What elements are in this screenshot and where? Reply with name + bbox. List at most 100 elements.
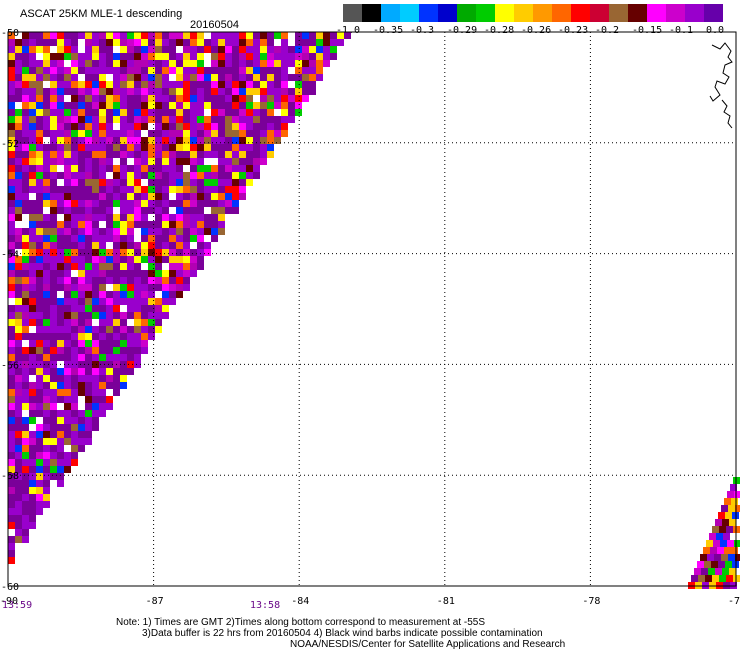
swath-cell	[190, 263, 197, 270]
swath-cell	[15, 256, 22, 263]
swath-cell	[120, 67, 127, 74]
swath-cell	[204, 46, 211, 53]
swath-cell	[85, 410, 92, 417]
swath-cell	[50, 95, 57, 102]
swath-cell	[309, 81, 316, 88]
swath-cell	[36, 88, 43, 95]
swath-cell	[15, 319, 22, 326]
swath-cell	[148, 284, 155, 291]
swath-cell	[232, 32, 239, 39]
swath-cell	[78, 130, 85, 137]
swath-cell	[211, 130, 218, 137]
swath-cell	[176, 207, 183, 214]
swath-cell	[288, 74, 295, 81]
swath-cell	[85, 312, 92, 319]
swath-cell	[127, 32, 134, 39]
swath-cell	[134, 305, 141, 312]
swath-cell	[57, 256, 64, 263]
swath-cell	[22, 95, 29, 102]
swath-cell	[134, 347, 141, 354]
swath-cell	[15, 263, 22, 270]
swath-cell	[281, 109, 288, 116]
swath-cell	[703, 547, 710, 554]
swath-cell	[106, 88, 113, 95]
swath-cell	[295, 60, 302, 67]
swath-cell	[22, 375, 29, 382]
swath-cell	[78, 235, 85, 242]
swath-cell	[15, 389, 22, 396]
swath-cell	[155, 256, 162, 263]
swath-cell	[43, 431, 50, 438]
swath-cell	[15, 151, 22, 158]
swath-cell	[232, 60, 239, 67]
swath-cell	[71, 424, 78, 431]
swath-cell	[8, 291, 15, 298]
swath-cell	[64, 53, 71, 60]
swath-cell	[99, 81, 106, 88]
swath-cell	[92, 389, 99, 396]
swath-cell	[288, 39, 295, 46]
swath-cell	[309, 53, 316, 60]
swath-cell	[15, 543, 22, 550]
swath-cell	[29, 221, 36, 228]
swath-cell	[232, 200, 239, 207]
swath-cell	[71, 270, 78, 277]
swath-cell	[246, 172, 253, 179]
swath-cell	[78, 193, 85, 200]
swath-cell	[218, 221, 225, 228]
swath-cell	[148, 39, 155, 46]
swath-cell	[260, 39, 267, 46]
swath-cell	[106, 172, 113, 179]
swath-cell	[8, 137, 15, 144]
swath-cell	[57, 312, 64, 319]
swath-cell	[8, 277, 15, 284]
swath-cell	[141, 270, 148, 277]
swath-cell	[92, 396, 99, 403]
swath-cell	[162, 39, 169, 46]
swath-cell	[99, 340, 106, 347]
swath-cell	[162, 67, 169, 74]
swath-cell	[176, 39, 183, 46]
swath-cell	[169, 207, 176, 214]
swath-cell	[15, 207, 22, 214]
swath-cell	[169, 270, 176, 277]
swath-cell	[57, 242, 64, 249]
swath-cell	[36, 137, 43, 144]
swath-cell	[113, 256, 120, 263]
swath-cell	[43, 277, 50, 284]
swath-cell	[246, 102, 253, 109]
swath-cell	[8, 67, 15, 74]
swath-cell	[148, 116, 155, 123]
swath-cell	[148, 207, 155, 214]
lon-label: -90	[0, 596, 18, 607]
swath-cell	[141, 249, 148, 256]
swath-cell	[15, 312, 22, 319]
swath-cell	[148, 46, 155, 53]
swath-cell	[50, 312, 57, 319]
swath-cell	[155, 123, 162, 130]
swath-cell	[155, 60, 162, 67]
colorbar-labels: -1.0 -0.35 -0.3 -0.29 -0.28 -0.26 -0.23 -0.2 -0.…	[336, 25, 736, 37]
swath-cell	[267, 109, 274, 116]
swath-cell	[78, 249, 85, 256]
colorbar-swatch	[495, 4, 514, 22]
swath-cell	[22, 256, 29, 263]
swath-cell	[85, 172, 92, 179]
swath-cell	[225, 207, 232, 214]
swath-cell	[22, 347, 29, 354]
swath-cell	[57, 67, 64, 74]
swath-cell	[127, 81, 134, 88]
swath-cell	[155, 312, 162, 319]
swath-cell	[36, 480, 43, 487]
swath-cell	[239, 130, 246, 137]
swath-cell	[43, 452, 50, 459]
swath-cell	[141, 74, 148, 81]
swath-cell	[57, 151, 64, 158]
swath-cell	[106, 263, 113, 270]
swath-cell	[78, 410, 85, 417]
swath-cell	[204, 144, 211, 151]
swath-cell	[239, 39, 246, 46]
swath-cell	[29, 431, 36, 438]
swath-cell	[8, 459, 15, 466]
swath-cell	[22, 291, 29, 298]
